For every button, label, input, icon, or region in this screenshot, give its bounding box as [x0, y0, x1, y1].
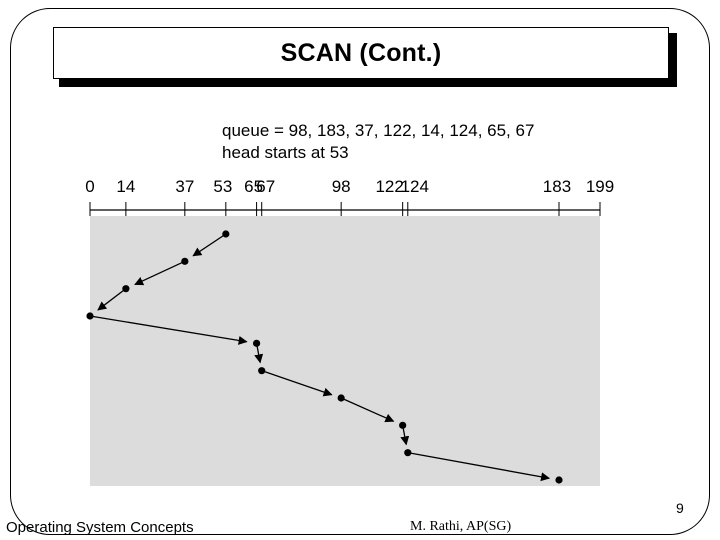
tick-label: 65 [244, 177, 263, 196]
path-segment [97, 288, 127, 311]
path-segment [89, 315, 248, 345]
tick-label: 67 [256, 177, 275, 196]
head-path [89, 233, 551, 482]
footer-author: M. Rathi, AP(SG) [410, 519, 512, 534]
tick-label: 122 [375, 177, 403, 196]
tick-label: 53 [213, 177, 232, 196]
request-point [222, 230, 230, 238]
request-point [399, 421, 407, 429]
path-segment [134, 260, 186, 286]
head-start-text: head starts at 53 [222, 143, 349, 162]
tick-label: 0 [85, 177, 94, 196]
slide-title: SCAN (Cont.) [280, 38, 442, 67]
footer-course: Operating System Concepts [6, 519, 194, 536]
tick-label: 98 [332, 177, 351, 196]
tick-label: 124 [401, 177, 429, 196]
request-point [252, 339, 261, 347]
tick-label: 37 [175, 177, 194, 196]
tick-label: 183 [543, 177, 571, 196]
tick-label: 199 [586, 177, 614, 196]
request-point [181, 257, 189, 265]
page-number: 9 [676, 500, 684, 516]
request-point [122, 285, 130, 293]
path-segment [261, 370, 333, 397]
tick-label: 14 [116, 177, 135, 196]
diagram-background [90, 216, 600, 486]
request-point [86, 312, 94, 320]
slide-frame [10, 8, 710, 535]
path-segment [407, 452, 551, 482]
request-points [86, 230, 563, 484]
path-segment [340, 397, 395, 423]
request-point [258, 367, 266, 375]
queue-text: queue = 98, 183, 37, 122, 14, 124, 65, 6… [222, 121, 535, 140]
request-point [337, 394, 345, 402]
request-point [404, 449, 412, 457]
request-point [555, 476, 563, 484]
path-segment [192, 233, 227, 257]
title-box: SCAN (Cont.) [53, 27, 669, 79]
